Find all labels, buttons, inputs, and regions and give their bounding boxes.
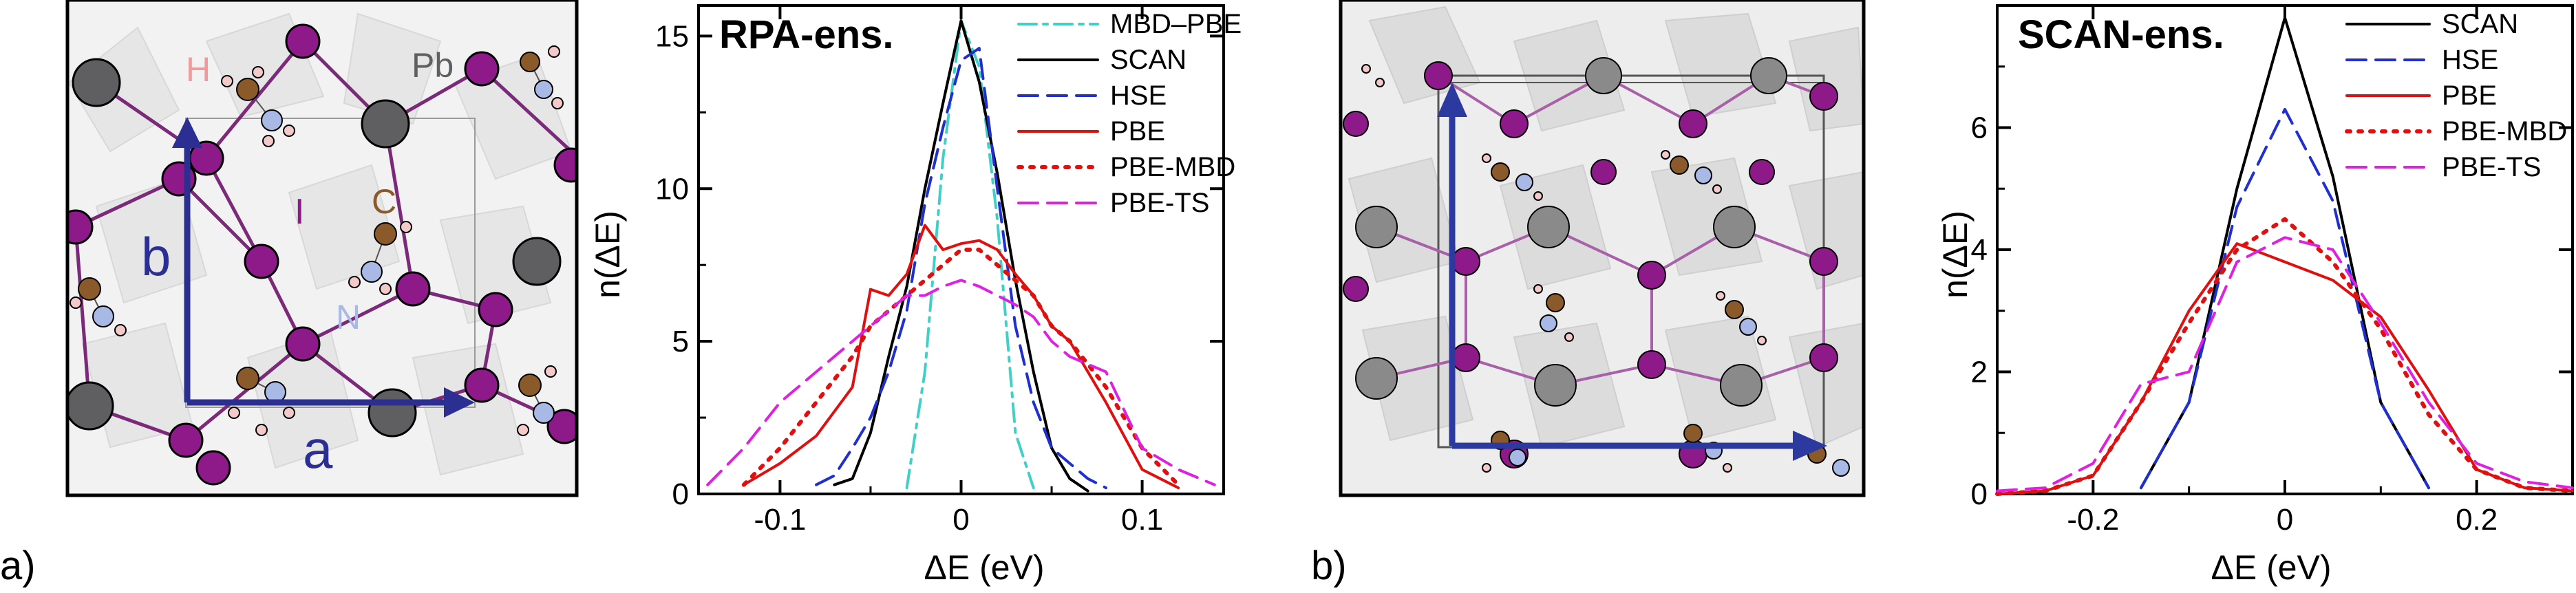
chart-scan-series-hse <box>2140 107 2430 490</box>
chart-rpa-ytick-label: 15 <box>655 19 689 53</box>
chart-rpa-ytick-label: 0 <box>672 477 689 511</box>
panel-label-a: a) <box>0 543 36 588</box>
legend-label: PBE-MBD <box>2442 116 2567 147</box>
panel-label-b: b) <box>1311 543 1347 588</box>
chart-rpa-xtick-label: 0.1 <box>1121 503 1163 537</box>
chart-rpa-ytick-label: 10 <box>655 172 689 206</box>
chart-rpa-series-hse <box>815 47 1107 490</box>
chart-scan-xtick-label: 0.2 <box>2456 503 2498 537</box>
chart-scan-ytick-label: 2 <box>1971 356 1988 389</box>
chart-rpa-series-pbe-ts <box>706 279 1216 486</box>
chart-rpa-title: RPA-ens. <box>719 12 894 57</box>
chart-scan-series-scan <box>2140 16 2430 490</box>
legend-label: SCAN <box>1110 45 1186 75</box>
lattice-vector-a-label: a <box>303 419 333 479</box>
legend-label: PBE-TS <box>1110 188 1209 218</box>
legend-label: HSE <box>2442 45 2498 75</box>
atom-label-c: C <box>372 182 396 221</box>
chart-rpa-xtick-label: -0.1 <box>754 503 806 537</box>
chart-rpa-series-pbe-mbd <box>741 248 1181 487</box>
legend-label: PBE-MBD <box>1110 152 1235 182</box>
legend-label: PBE <box>2442 80 2497 111</box>
chart-rpa-xtick-label: 0 <box>952 503 969 537</box>
chart-scan-ytick-label: 0 <box>1971 477 1988 511</box>
structure-image-b <box>1339 0 1866 497</box>
atom-label-pb: Pb <box>412 46 454 85</box>
chart-scan-series-pbe <box>1996 242 2574 495</box>
chart-rpa-ens: n(ΔE) ΔE (eV) -0.1 0 0.1 0 5 10 15 RPA-e… <box>588 4 1242 587</box>
chart-rpa-series-scan <box>833 19 1089 493</box>
legend-label: SCAN <box>2442 9 2518 39</box>
structure-image-a: H Pb I C N b a <box>65 0 579 497</box>
chart-scan-plot-frame <box>1996 4 2574 495</box>
atom-label-h: H <box>186 50 211 89</box>
chart-scan-xtick-label: -0.2 <box>2067 503 2119 537</box>
chart-scan-series-pbe-mbd <box>1995 217 2575 496</box>
chart-scan-series-pbe-ts <box>1996 236 2574 493</box>
chart-scan-title: SCAN-ens. <box>2018 12 2224 57</box>
atom-label-n: N <box>336 298 361 336</box>
chart-rpa-ytick-label: 5 <box>672 325 689 358</box>
legend-label: MBD–PBE <box>1110 9 1242 39</box>
chart-rpa-series-pbe <box>742 224 1180 490</box>
chart-rpa-plot-frame <box>697 4 1225 495</box>
chart-scan-ylabel: n(ΔE) <box>1936 211 1974 299</box>
legend-label: PBE <box>1110 116 1165 147</box>
chart-scan-ens: n(ΔE) ΔE (eV) -0.2 0 0.2 0 2 4 6 SCAN-en… <box>1936 4 2575 587</box>
chart-scan-xtick-label: 0 <box>2277 503 2293 537</box>
chart-rpa-series-mbd-pbe <box>905 19 1035 490</box>
legend-label: PBE-TS <box>2442 152 2541 182</box>
atom-label-i: I <box>295 192 304 232</box>
chart-rpa-xlabel: ΔE (eV) <box>924 548 1044 587</box>
chart-scan-xlabel: ΔE (eV) <box>2211 548 2331 587</box>
legend-label: HSE <box>1110 80 1167 111</box>
chart-scan-ytick-label: 6 <box>1971 111 1988 145</box>
lattice-vector-b-label: b <box>141 226 171 287</box>
chart-scan-ytick-label: 4 <box>1971 233 1988 267</box>
chart-rpa-ylabel: n(ΔE) <box>588 211 627 299</box>
